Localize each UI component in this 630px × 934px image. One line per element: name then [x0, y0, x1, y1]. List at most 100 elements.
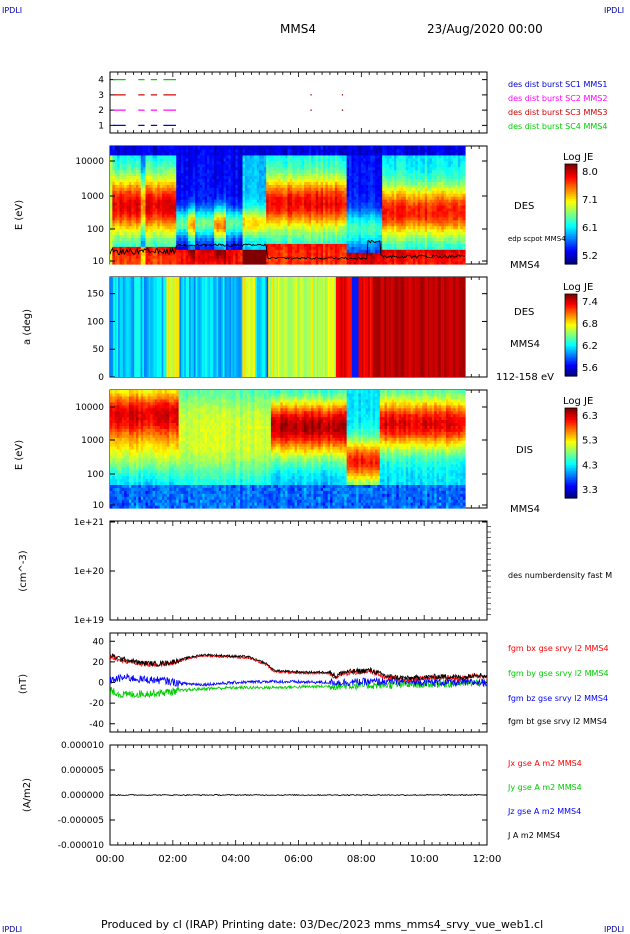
bfield-ytick-label: -20 [89, 699, 104, 709]
des-energy-ytick-label: 10 [93, 257, 105, 267]
des-energy-ylabel: E (eV) [14, 200, 25, 230]
legend-bfield-3: fgm bt gse srvy l2 MMS4 [508, 717, 607, 726]
legend-density: des numberdensity fast M [508, 571, 612, 580]
x-tick-label: 10:00 [410, 854, 439, 865]
des-pitch-ytick-label: 100 [87, 317, 104, 327]
des-pitch-colorbar-tick: 5.6 [582, 363, 598, 374]
dis-energy-colorbar-tick: 3.3 [582, 485, 598, 496]
des-pitch-colorbar-tick: 6.2 [582, 341, 598, 352]
current-trace [109, 793, 487, 797]
bfield-ytick-label: 20 [93, 658, 105, 668]
density-ytick-label: 1e+19 [74, 616, 105, 626]
des-energy-colorbar-tick: 6.1 [582, 223, 598, 234]
jcur-ytick-label: 0.000000 [61, 791, 104, 801]
density-ylabel: (cm^-3) [18, 550, 29, 591]
dis-energy-colorbar-label: Log JE [563, 396, 593, 407]
jcur-ytick-label: -0.000010 [58, 841, 104, 851]
burst-dot [310, 94, 312, 96]
burst-ytick-label: 3 [98, 91, 104, 101]
spacecraft-potential-trace [109, 239, 466, 260]
panel-frame-dens [109, 520, 488, 621]
des-energy-colorbar-tick: 5.2 [582, 251, 598, 262]
x-tick-label: 06:00 [284, 854, 313, 865]
jcur-ylabel: (A/m2) [22, 778, 33, 812]
dis-energy-instrument: DIS [516, 445, 533, 456]
legend-burst-3: des dist burst SC3 MMS3 [508, 108, 607, 117]
des-energy-colorbar-tick: 8.0 [582, 167, 598, 178]
des-energy-spectrogram [110, 146, 466, 265]
des-pitch-ytick-label: 50 [93, 345, 105, 355]
corner-label-top-left: IPDLI [2, 6, 23, 15]
legend-jcur-3: J A m2 MMS4 [507, 831, 560, 840]
bz-trace [109, 673, 488, 688]
dis-energy-ylabel: E (eV) [14, 440, 25, 470]
des-pitch-energy-range: 112-158 eV [496, 372, 554, 383]
date-title: 23/Aug/2020 00:00 [427, 22, 543, 36]
dis-energy-colorbar-frame [564, 407, 578, 499]
footer-credit: Produced by cl (IRAP) Printing date: 03/… [101, 918, 544, 931]
x-tick-label: 00:00 [96, 854, 125, 865]
legend-burst-1: des dist burst SC1 MMS1 [508, 80, 607, 89]
burst-ytick-label: 2 [98, 106, 104, 116]
bfield-ytick-label: 40 [93, 637, 105, 647]
jcur-ytick-label: -0.000005 [58, 816, 104, 826]
jcur-ytick-label: 0.000005 [61, 766, 104, 776]
des-energy-ytick-label: 1000 [81, 192, 104, 202]
dis-energy-ytick-label: 10000 [75, 403, 104, 413]
burst-ytick-label: 4 [98, 76, 104, 86]
x-tick-label: 12:00 [473, 854, 502, 865]
des-pitch-colorbar-frame [564, 293, 578, 377]
bfield-ytick-label: 0 [98, 679, 104, 689]
des-energy-colorbar [565, 164, 577, 265]
corner-label-top-right: IPDLI [604, 6, 625, 15]
x-tick-label: 04:00 [221, 854, 250, 865]
legend-jcur-0: Jx gse A m2 MMS4 [507, 759, 582, 768]
des-pitch-spectrogram [110, 277, 466, 377]
des-energy-colorbar-tick: 7.1 [582, 195, 598, 206]
legend-jcur-1: Jy gse A m2 MMS4 [507, 783, 582, 792]
des-energy-ytick-label: 10000 [75, 157, 104, 167]
des-pitch-ytick-label: 0 [98, 373, 104, 383]
des-pitch-colorbar [565, 294, 577, 377]
spacecraft-title: MMS4 [280, 22, 316, 36]
jcur-ytick-label: 0.000010 [61, 741, 104, 751]
des-energy-colorbar-label: Log JE [563, 152, 593, 163]
by-trace [109, 678, 488, 699]
des-energy-colorbar-frame [564, 163, 578, 265]
des-pitch-colorbar-tick: 7.4 [582, 297, 598, 308]
legend-burst-4: des dist burst SC4 MMS4 [508, 122, 607, 131]
dis-energy-colorbar-tick: 4.3 [582, 460, 598, 471]
dis-energy-ytick-label: 10 [93, 501, 105, 511]
bfield-ytick-label: -40 [89, 720, 104, 730]
burst-dot [310, 109, 312, 111]
dis-energy-spectrogram [110, 390, 466, 509]
legend-jcur-2: Jz gse A m2 MMS4 [507, 807, 581, 816]
dis-energy-colorbar [565, 408, 577, 499]
corner-label-bottom-left: IPDLI [2, 925, 23, 934]
burst-ytick-label: 1 [98, 121, 104, 131]
x-tick-label: 08:00 [347, 854, 376, 865]
dis-energy-ytick-label: 100 [87, 470, 104, 480]
panel-frame-burst [109, 71, 488, 134]
des-energy-overlay-label: edp scpot MMS4 [508, 235, 566, 243]
burst-dot [341, 109, 344, 111]
dis-energy-colorbar-tick: 5.3 [582, 436, 598, 447]
corner-label-bottom-right: IPDLI [604, 925, 625, 934]
des-pitch-colorbar-label: Log JE [563, 282, 593, 293]
legend-bfield-1: fgm by gse srvy l2 MMS4 [508, 669, 609, 678]
bt-trace [109, 653, 488, 681]
des-pitch-sc-label: MMS4 [510, 339, 540, 350]
des-pitch-instrument: DES [514, 307, 534, 318]
density-ytick-label: 1e+20 [74, 567, 105, 577]
legend-bfield-2: fgm bz gse srvy l2 MMS4 [508, 694, 608, 703]
x-tick-label: 02:00 [158, 854, 187, 865]
burst-dot [341, 94, 344, 96]
des-pitch-ytick-label: 150 [87, 290, 104, 300]
des-energy-ytick-label: 100 [87, 225, 104, 235]
des-energy-instrument: DES [514, 201, 534, 212]
legend-burst-2: des dist burst SC2 MMS2 [508, 94, 607, 103]
des-pitch-colorbar-tick: 6.8 [582, 319, 598, 330]
dis-energy-colorbar-tick: 6.3 [582, 411, 598, 422]
des-energy-sc-label: MMS4 [510, 260, 540, 271]
